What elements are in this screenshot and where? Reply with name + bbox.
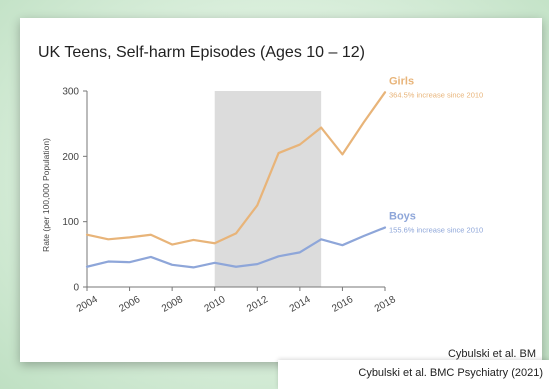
label-layer: Girls 364.5% increase since 2010 Boys 155.6… — [389, 75, 483, 234]
x-tick-label-2014: 2014 — [288, 294, 313, 315]
x-tick-label-2004: 2004 — [75, 294, 100, 315]
series-name-boys: Boys — [389, 211, 416, 223]
y-tick-label-300: 300 — [62, 87, 79, 98]
x-tick-label-2008: 2008 — [160, 294, 185, 315]
x-tick-label-2010: 2010 — [203, 294, 228, 315]
series-line-boys — [85, 226, 387, 269]
x-tick-label-2012: 2012 — [245, 294, 270, 315]
series-layer — [85, 91, 387, 269]
series-name-girls: Girls — [389, 75, 414, 87]
shade-layer — [214, 91, 322, 287]
slide-card: UK Teens, Self-harm Episodes (Ages 10 – … — [20, 18, 542, 362]
chart-title: UK Teens, Self-harm Episodes (Ages 10 – … — [38, 44, 365, 61]
caption-box: Cybulski et al. BMC Psychiatry (2021) — [278, 360, 549, 389]
y-tick-label-0: 0 — [73, 283, 79, 294]
y-tick-label-200: 200 — [62, 152, 79, 163]
x-tick-label-2016: 2016 — [330, 294, 355, 315]
series-annotation-girls: 364.5% increase since 2010 — [389, 90, 483, 99]
citation-caption: Cybulski et al. BMC Psychiatry (2021) — [358, 367, 543, 379]
x-tick-label-2018: 2018 — [373, 294, 398, 315]
shaded-region — [214, 91, 322, 287]
line-chart: UK Teens, Self-harm Episodes (Ages 10 – … — [38, 44, 483, 315]
series-line-girls — [85, 91, 387, 246]
series-annotation-boys: 155.6% increase since 2010 — [389, 226, 483, 235]
y-tick-label-100: 100 — [62, 217, 79, 228]
back-caption: Cybulski et al. BM — [447, 348, 536, 360]
x-tick-label-2006: 2006 — [117, 294, 142, 315]
y-axis-label: Rate (per 100,000 Population) — [41, 138, 51, 252]
